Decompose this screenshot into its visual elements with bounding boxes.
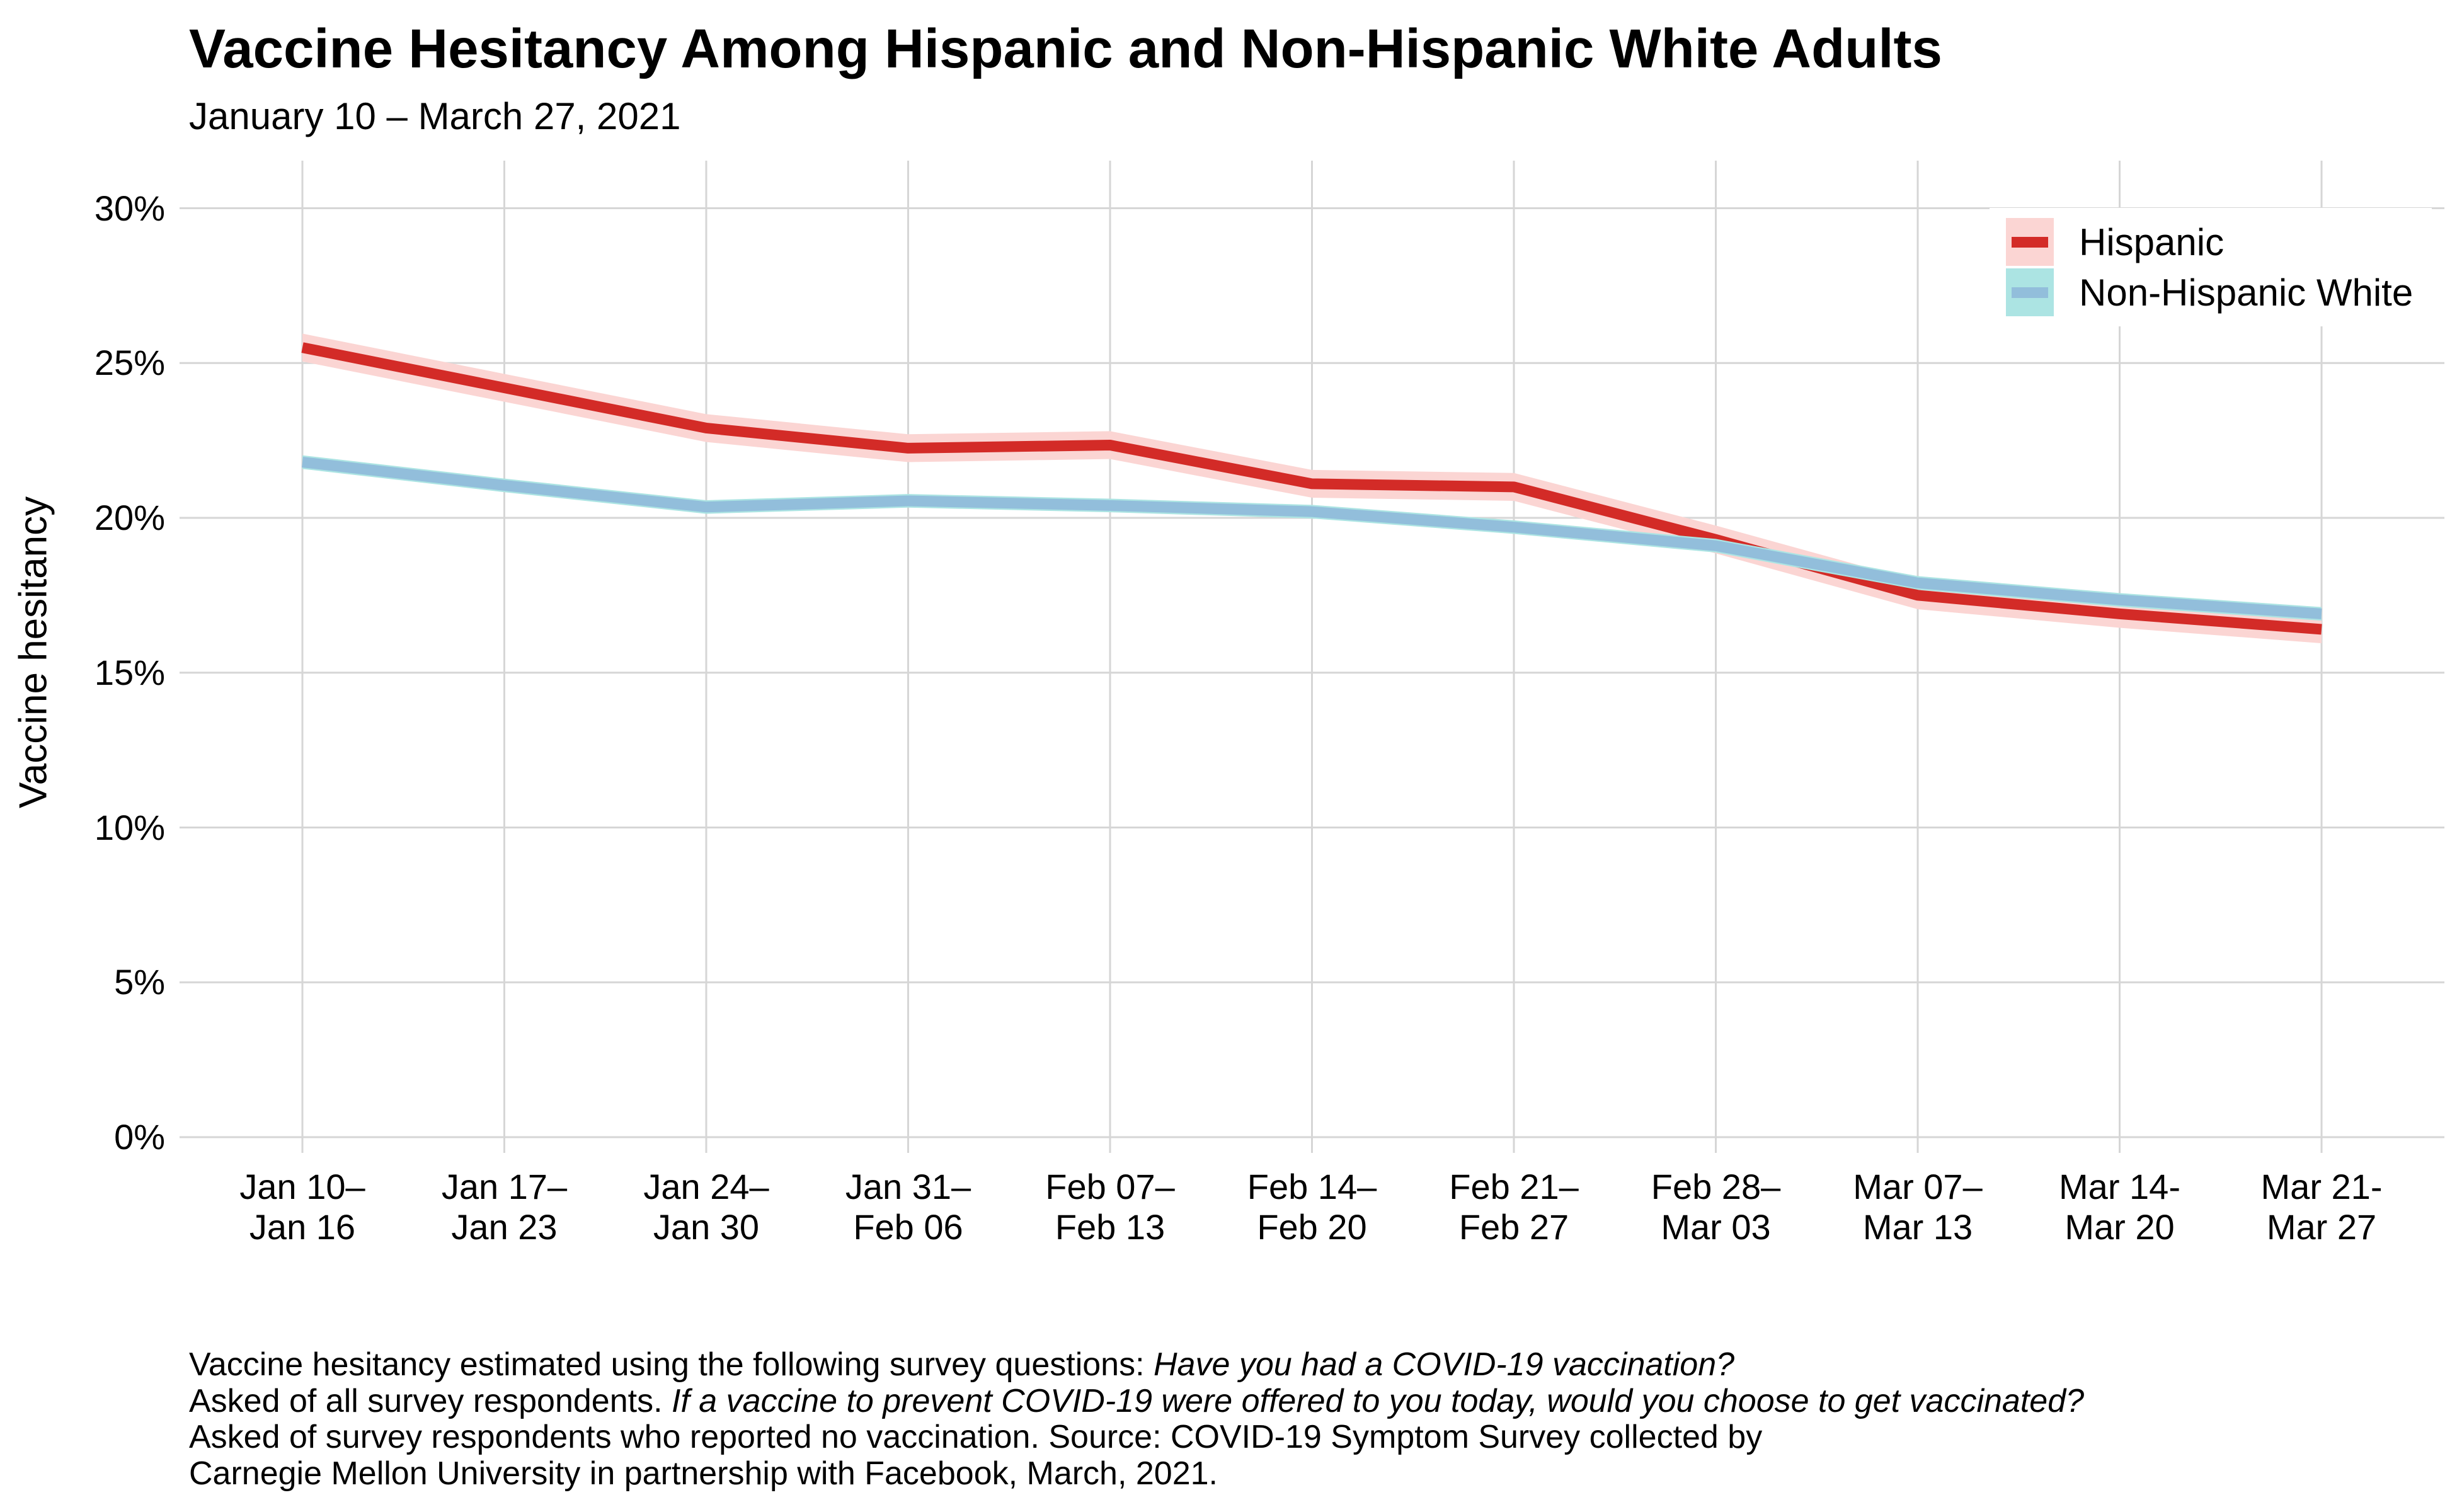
y-tick-label: 15% [94, 652, 165, 692]
legend-key-swatch-non-hispanic-white [2006, 268, 2054, 316]
x-tick-label: Jan 10– Jan 16 [189, 1167, 416, 1247]
x-tick-label-line: Jan 23 [451, 1207, 558, 1247]
legend-key-line-hispanic [2012, 236, 2048, 248]
y-tick-label: 10% [94, 807, 165, 847]
caption-text: Asked of all survey respondents. [189, 1382, 672, 1419]
x-tick-label-line: Mar 27 [2266, 1207, 2377, 1247]
x-tick-label: Mar 14- Mar 20 [2007, 1167, 2233, 1247]
x-tick-label-line: Feb 28– [1651, 1167, 1781, 1206]
x-tick-label: Feb 21– Feb 27 [1400, 1167, 1627, 1247]
y-tick-label: 30% [94, 188, 165, 228]
x-tick-label-line: Jan 16 [249, 1207, 356, 1247]
x-tick-label-line: Mar 21- [2260, 1167, 2383, 1206]
x-tick-label-line: Feb 13 [1055, 1207, 1166, 1247]
x-tick-label-line: Jan 31– [845, 1167, 971, 1206]
x-tick-label-line: Feb 06 [853, 1207, 963, 1247]
x-tick-label: Jan 24– Jan 30 [593, 1167, 820, 1247]
caption-line-3: Asked of survey respondents who reported… [189, 1419, 2084, 1456]
legend: Hispanic Non-Hispanic White [1990, 208, 2432, 326]
x-tick-label-line: Feb 20 [1257, 1207, 1367, 1247]
x-tick-label-line: Feb 14– [1247, 1167, 1377, 1206]
caption-text: Vaccine hesitancy estimated using the fo… [189, 1346, 1154, 1383]
legend-item-non-hispanic-white: Non-Hispanic White [2006, 267, 2413, 318]
x-tick-label-line: Jan 24– [643, 1167, 769, 1206]
x-tick-label-line: Feb 07– [1045, 1167, 1175, 1206]
legend-key-swatch-hispanic [2006, 218, 2054, 266]
legend-label: Hispanic [2079, 220, 2225, 263]
caption-line-2: Asked of all survey respondents. If a va… [189, 1383, 2084, 1420]
caption-source-text: Carnegie Mellon University in partnershi… [189, 1455, 1218, 1492]
chart-title: Vaccine Hesitancy Among Hispanic and Non… [189, 18, 1942, 79]
y-tick-label: 20% [94, 498, 165, 537]
x-tick-label-line: Mar 03 [1661, 1207, 1771, 1247]
y-tick-label: 5% [114, 962, 165, 1002]
legend-label: Non-Hispanic White [2079, 271, 2414, 314]
caption-source-text: Asked of survey respondents who reported… [189, 1419, 1763, 1455]
caption-line-4: Carnegie Mellon University in partnershi… [189, 1455, 2084, 1492]
x-tick-label: Mar 07– Mar 13 [1804, 1167, 2031, 1247]
x-tick-label-line: Feb 27 [1458, 1207, 1569, 1247]
x-tick-label: Jan 17– Jan 23 [391, 1167, 618, 1247]
series-line-non-hispanic-white [302, 457, 2322, 619]
x-tick-label: Feb 28– Mar 03 [1603, 1167, 1830, 1247]
x-tick-label-line: Mar 14- [2059, 1167, 2180, 1206]
y-tick-label: 0% [114, 1117, 165, 1157]
x-tick-label: Feb 07– Feb 13 [997, 1167, 1223, 1247]
x-tick-label-line: Jan 17– [441, 1167, 568, 1206]
caption: Vaccine hesitancy estimated using the fo… [189, 1346, 2084, 1492]
caption-survey-question-2: If a vaccine to prevent COVID-19 were of… [671, 1382, 2085, 1419]
chart-subtitle: January 10 – March 27, 2021 [189, 95, 681, 137]
y-tick-label: 25% [94, 343, 165, 383]
legend-key-line-non-hispanic-white [2012, 287, 2048, 298]
caption-line-1: Vaccine hesitancy estimated using the fo… [189, 1346, 2084, 1383]
x-tick-label: Jan 31– Feb 06 [795, 1167, 1022, 1247]
x-tick-label: Feb 14– Feb 20 [1199, 1167, 1426, 1247]
x-tick-label-line: Jan 30 [653, 1207, 760, 1247]
legend-item-hispanic: Hispanic [2006, 217, 2413, 267]
x-tick-label: Mar 21- Mar 27 [2208, 1167, 2435, 1247]
x-tick-label-line: Mar 07– [1853, 1167, 1983, 1206]
x-tick-label-line: Mar 13 [1862, 1207, 1973, 1247]
x-tick-label-line: Mar 20 [2065, 1207, 2175, 1247]
x-tick-label-line: Jan 10– [239, 1167, 365, 1206]
x-tick-label-line: Feb 21– [1449, 1167, 1579, 1206]
series-line-hispanic [301, 342, 2322, 635]
caption-survey-question-1: Have you had a COVID-19 vaccination? [1153, 1346, 1735, 1383]
